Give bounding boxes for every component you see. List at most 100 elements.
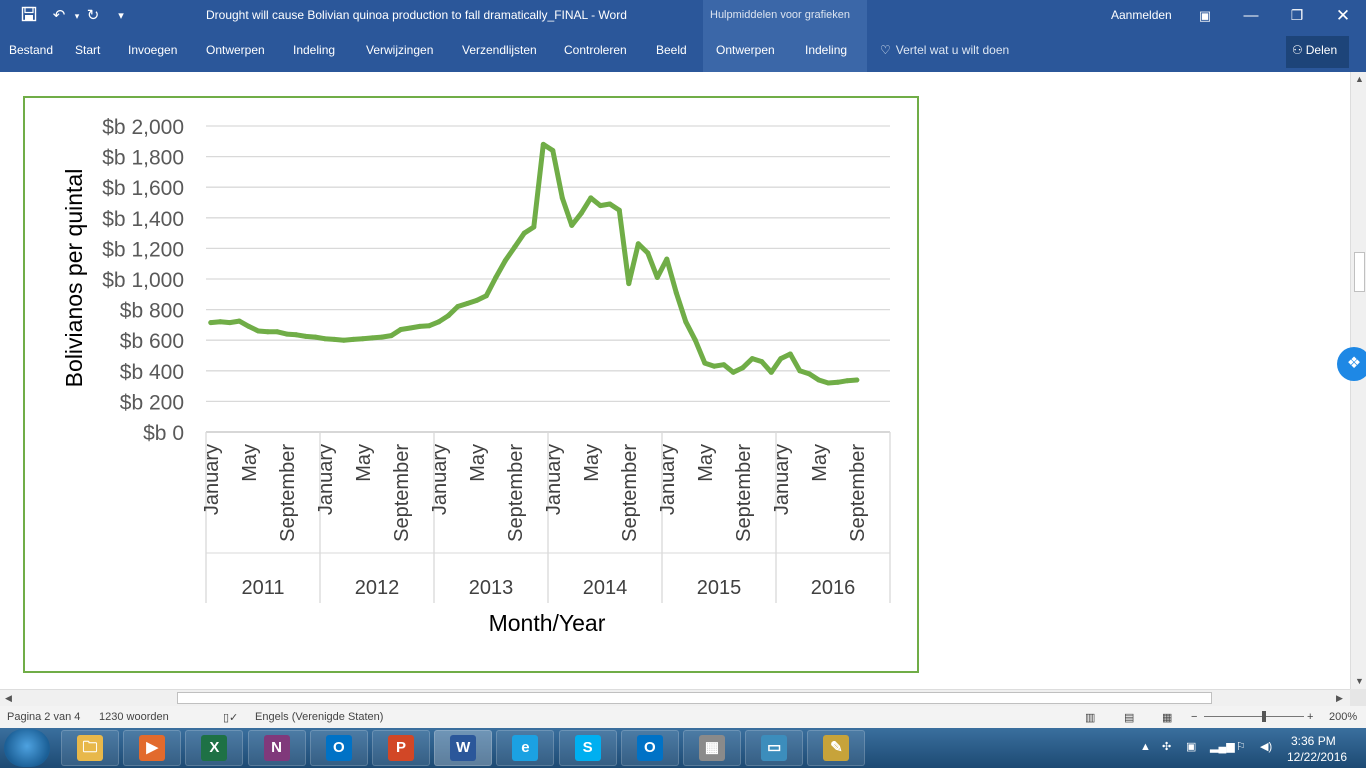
tab-chart-format[interactable]: Indeling xyxy=(805,43,848,57)
data-point[interactable] xyxy=(293,332,299,338)
data-point[interactable] xyxy=(284,331,290,337)
horizontal-scrollbar[interactable]: ◀ ▶ xyxy=(0,689,1350,706)
data-point[interactable] xyxy=(550,148,556,153)
data-point[interactable] xyxy=(673,290,679,296)
zoom-slider[interactable] xyxy=(1204,716,1304,717)
data-point[interactable] xyxy=(388,333,394,339)
data-point[interactable] xyxy=(730,369,736,375)
tab-review[interactable]: Controleren xyxy=(564,43,627,57)
save-icon[interactable] xyxy=(18,6,40,26)
data-point[interactable] xyxy=(236,318,242,324)
restore-icon[interactable]: ❐ xyxy=(1290,7,1304,23)
tab-mailings[interactable]: Verzendlijsten xyxy=(462,43,537,57)
data-point[interactable] xyxy=(426,323,432,329)
data-point[interactable] xyxy=(816,377,822,383)
data-point[interactable] xyxy=(255,328,261,334)
vertical-scroll-thumb[interactable] xyxy=(1354,252,1365,292)
document-canvas[interactable]: $b 0 $b 200 $b 400 $b 600 $b 800 $b 1,000 $b 1… xyxy=(0,72,1350,689)
tab-references[interactable]: Verwijzingen xyxy=(366,43,434,57)
web-layout-icon[interactable]: ▦ xyxy=(1162,712,1173,724)
minimize-icon[interactable]: — xyxy=(1243,7,1259,24)
scroll-right-icon[interactable]: ▶ xyxy=(1336,693,1343,703)
data-point[interactable] xyxy=(588,195,594,201)
horizontal-scroll-thumb[interactable] xyxy=(177,692,1212,704)
data-point[interactable] xyxy=(398,327,404,332)
ribbon-display-options-icon[interactable]: ▣ xyxy=(1198,8,1212,23)
device-icon[interactable]: ▣ xyxy=(1186,741,1197,753)
volume-icon[interactable]: ◀) xyxy=(1260,741,1273,753)
data-point[interactable] xyxy=(702,360,708,366)
dropbox-icon[interactable]: ❖ xyxy=(1337,347,1366,381)
read-mode-icon[interactable]: ▥ xyxy=(1085,712,1096,724)
data-point[interactable] xyxy=(360,336,366,342)
data-point[interactable] xyxy=(312,334,318,340)
data-point[interactable] xyxy=(531,224,537,230)
tab-layout[interactable]: Indeling xyxy=(293,43,336,57)
tab-file[interactable]: Bestand xyxy=(9,43,54,57)
price-series-line[interactable] xyxy=(208,141,860,386)
data-point[interactable] xyxy=(303,333,309,339)
tab-chart-design[interactable]: Ontwerpen xyxy=(716,43,775,57)
data-point[interactable] xyxy=(369,335,375,341)
undo-icon[interactable]: ↶ xyxy=(52,7,66,24)
network-app-icon[interactable]: ✣ xyxy=(1162,741,1172,753)
customize-toolbar-icon[interactable]: ▾ xyxy=(118,10,124,22)
page-count[interactable]: Pagina 2 van 4 xyxy=(7,711,81,723)
data-point[interactable] xyxy=(740,365,746,371)
tab-home[interactable]: Start xyxy=(75,43,101,57)
taskbar-app-button[interactable]: S xyxy=(558,730,617,766)
data-point[interactable] xyxy=(483,293,489,299)
show-hidden-icons-icon[interactable]: ▲ xyxy=(1140,741,1151,753)
data-point[interactable] xyxy=(436,319,442,325)
zoom-slider-thumb[interactable] xyxy=(1262,711,1266,722)
data-point[interactable] xyxy=(341,337,347,343)
data-point[interactable] xyxy=(217,319,223,325)
data-point[interactable] xyxy=(265,329,271,335)
close-icon[interactable]: ✕ xyxy=(1335,6,1351,25)
proofing-icon[interactable]: ▯✓ xyxy=(223,712,239,724)
data-point[interactable] xyxy=(474,297,480,303)
share-button[interactable]: ⚇ Delen xyxy=(1286,36,1349,68)
clock-date[interactable]: 12/22/2016 xyxy=(1287,750,1348,764)
taskbar-app-button[interactable]: N xyxy=(247,730,306,766)
data-point[interactable] xyxy=(844,378,850,384)
taskbar-app-button[interactable]: ▦ xyxy=(683,730,741,766)
data-point[interactable] xyxy=(797,368,803,374)
data-point[interactable] xyxy=(787,351,793,357)
data-point[interactable] xyxy=(778,356,784,362)
line-chart[interactable]: $b 0 $b 200 $b 400 $b 600 $b 800 $b 1,000 $b 1… xyxy=(25,98,917,671)
language-indicator[interactable]: Engels (Verenigde Staten) xyxy=(255,711,384,723)
data-point[interactable] xyxy=(597,203,603,209)
tell-me-search[interactable]: ♡ Vertel wat u wilt doen xyxy=(880,43,1009,57)
scroll-left-icon[interactable]: ◀ xyxy=(5,693,12,703)
data-point[interactable] xyxy=(683,319,689,325)
undo-dropdown-icon[interactable]: ▾ xyxy=(74,11,80,21)
start-button[interactable] xyxy=(4,729,50,767)
data-point[interactable] xyxy=(626,281,632,287)
data-point[interactable] xyxy=(854,377,860,383)
data-point[interactable] xyxy=(502,258,508,264)
tab-insert[interactable]: Invoegen xyxy=(128,43,178,57)
data-point[interactable] xyxy=(322,336,328,342)
data-point[interactable] xyxy=(825,380,831,386)
data-point[interactable] xyxy=(521,230,527,236)
taskbar-app-button[interactable]: O xyxy=(620,730,679,766)
word-count[interactable]: 1230 woorden xyxy=(99,711,169,723)
taskbar-app-button[interactable]: e xyxy=(496,730,555,766)
data-point[interactable] xyxy=(835,379,841,385)
tab-design[interactable]: Ontwerpen xyxy=(206,43,265,57)
data-point[interactable] xyxy=(768,369,774,375)
data-point[interactable] xyxy=(227,320,233,326)
data-point[interactable] xyxy=(379,334,385,340)
taskbar-app-button[interactable]: O xyxy=(309,730,368,766)
taskbar-app-button[interactable]: W xyxy=(434,730,493,766)
data-point[interactable] xyxy=(464,301,470,306)
data-point[interactable] xyxy=(664,256,670,262)
data-point[interactable] xyxy=(455,304,461,309)
signal-icon[interactable]: ▂▄▆ xyxy=(1210,741,1235,753)
data-point[interactable] xyxy=(493,275,499,280)
scroll-up-icon[interactable]: ▲ xyxy=(1355,74,1364,84)
print-layout-icon[interactable]: ▤ xyxy=(1124,712,1135,724)
data-point[interactable] xyxy=(417,323,423,329)
data-point[interactable] xyxy=(559,195,565,201)
